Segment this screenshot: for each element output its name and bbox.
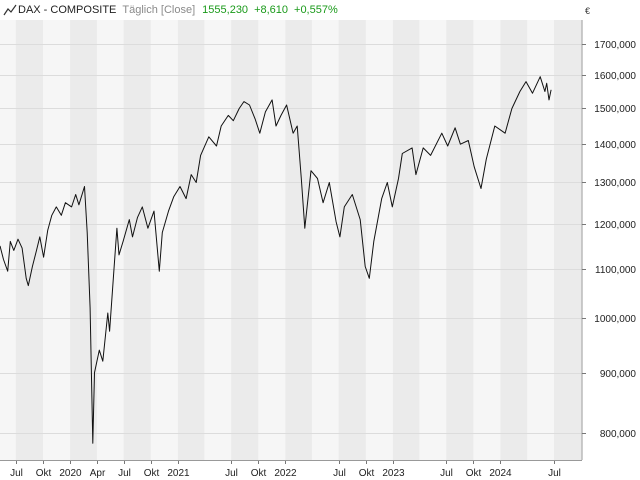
quarter-band: [500, 20, 528, 460]
line-chart-icon[interactable]: [3, 4, 17, 16]
y-tick-label: 1200,000: [594, 220, 636, 231]
y-tick-label: 1600,000: [594, 71, 636, 82]
y-tick-label: 900,000: [600, 369, 637, 380]
y-tick-label: 800,000: [600, 429, 637, 440]
y-tick-label: 1400,000: [594, 140, 636, 151]
quarter-band: [231, 20, 259, 460]
quarter-band: [70, 20, 97, 460]
chart-mode[interactable]: Täglich [Close]: [122, 4, 196, 16]
x-tick-label: Jul: [333, 468, 346, 479]
x-tick-label: Okt: [251, 468, 267, 479]
quarter-band: [554, 20, 582, 460]
x-tick-label: 2024: [489, 468, 512, 479]
currency-label: €: [585, 6, 591, 16]
y-tick-label: 1100,000: [595, 265, 636, 276]
change-percent: +0,557%: [294, 4, 338, 16]
x-tick-label: Jul: [10, 468, 23, 479]
quarter-band: [177, 20, 205, 460]
price-series-line[interactable]: [0, 76, 552, 444]
chart-header: DAX - COMPOSITE Täglich [Close] 1555,230…: [3, 3, 344, 17]
quarter-band: [285, 20, 312, 460]
y-tick-label: 1700,000: [594, 40, 636, 51]
x-tick-label: Okt: [36, 468, 52, 479]
y-tick-label: 1500,000: [594, 104, 636, 115]
x-tick-label: Jul: [225, 468, 238, 479]
y-tick-label: 1300,000: [594, 178, 636, 189]
x-tick-label: Okt: [466, 468, 482, 479]
x-tick-label: Apr: [90, 468, 106, 479]
y-tick-label: 1000,000: [594, 314, 636, 325]
change-absolute: +8,610: [254, 4, 289, 16]
quarter-band: [446, 20, 474, 460]
x-tick-label: Jul: [548, 468, 561, 479]
quarter-band: [392, 20, 420, 460]
x-tick-label: 2020: [59, 468, 82, 479]
quarter-band: [15, 20, 44, 460]
last-price: 1555,230: [202, 4, 249, 16]
quarter-band: [123, 20, 151, 460]
x-tick-label: Okt: [359, 468, 375, 479]
x-tick-label: 2021: [167, 468, 190, 479]
instrument-name[interactable]: DAX - COMPOSITE: [18, 4, 117, 16]
x-tick-label: 2023: [382, 468, 405, 479]
x-tick-label: 2022: [274, 468, 297, 479]
x-tick-label: Okt: [144, 468, 160, 479]
quarter-band: [338, 20, 366, 460]
x-tick-label: Jul: [440, 468, 453, 479]
x-tick-label: Jul: [118, 468, 131, 479]
